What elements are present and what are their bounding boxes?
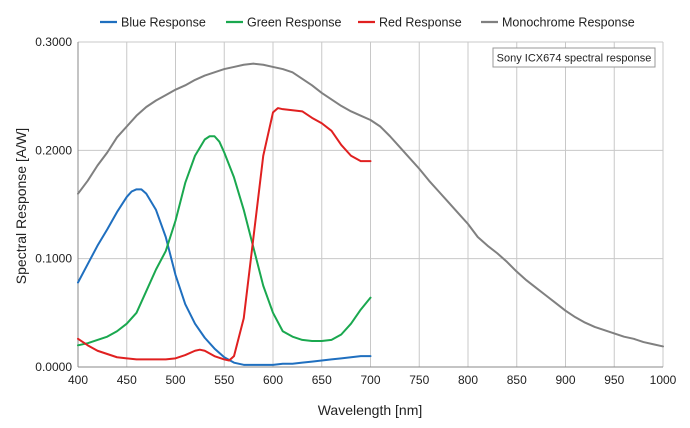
x-tick-label: 400 [68,373,88,387]
legend-label: Blue Response [121,16,206,30]
series-line-monochrome-response [77,62,664,348]
series-line-green-response [77,135,372,347]
series-line-red-response [77,107,372,362]
annotation-box [492,47,656,68]
x-tick-label: 750 [409,373,429,387]
axis-layer: 400 450 500 550 600 650 700 750 800 850 900 950 1000… [35,35,676,387]
x-axis-title: Wavelength [nm] [318,402,423,418]
x-tick-label: 800 [458,373,478,387]
x-tick-label: 500 [165,373,185,387]
series-layer [77,62,664,366]
legend-item-blue-response: Blue Response [100,16,206,30]
x-tick-label: 650 [312,373,332,387]
legend-label: Monochrome Response [502,16,635,30]
legend-item-monochrome-response: Monochrome Response [481,16,635,30]
legend-item-green-response: Green Response [226,16,342,30]
x-tick-label: 900 [555,373,575,387]
x-tick-label: 850 [507,373,527,387]
grid-layer [78,41,664,367]
x-tick-label: 700 [360,373,380,387]
x-tick-label: 550 [214,373,234,387]
legend-item-red-response: Red Response [358,16,462,30]
x-tick-label: 1000 [650,373,677,387]
legend: Blue Response Green Response Red Response M… [100,16,635,30]
y-tick-label: 0.1000 [35,252,72,266]
x-tick-label: 600 [263,373,283,387]
y-axis-title: Spectral Response [A/W] [13,128,29,284]
y-tick-label: 0.3000 [35,35,72,49]
legend-label: Red Response [379,16,462,30]
x-tick-label: 950 [604,373,624,387]
annotation-layer: Sony ICX674 spectral response [492,47,656,68]
series-line-blue-response [77,188,372,366]
annotation-text: Sony ICX674 spectral response [497,53,652,65]
y-tick-label: 0.0000 [35,360,72,374]
legend-label: Green Response [247,16,342,30]
y-tick-label: 0.2000 [35,143,72,157]
x-tick-label: 450 [117,373,137,387]
